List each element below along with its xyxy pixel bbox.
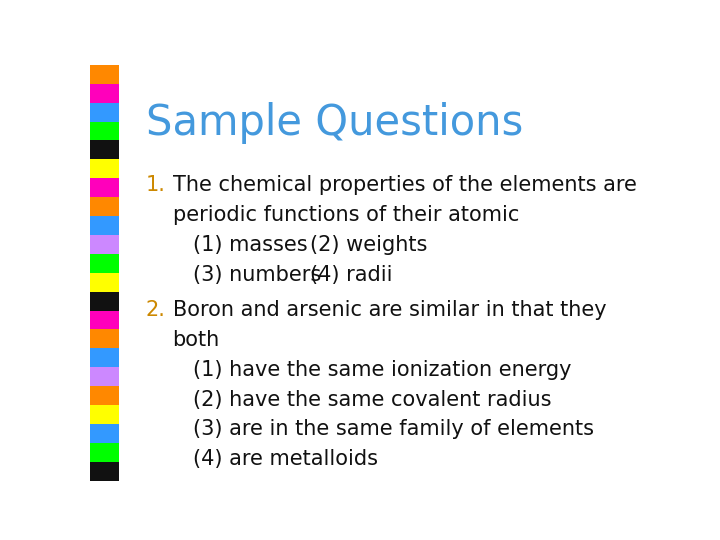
Bar [90,65,119,84]
Bar [90,329,119,348]
Text: (1) have the same ionization energy: (1) have the same ionization energy [193,360,572,380]
Text: Sample Questions: Sample Questions [145,102,523,144]
Bar [90,462,119,481]
Bar [90,443,119,462]
Bar [90,197,119,216]
Bar [90,140,119,159]
Text: (2) have the same covalent radius: (2) have the same covalent radius [193,389,552,409]
Text: Boron and arsenic are similar in that they: Boron and arsenic are similar in that th… [173,300,606,320]
Text: both: both [173,329,220,350]
Bar [90,348,119,367]
Bar [90,424,119,443]
Bar [90,367,119,386]
Bar [90,254,119,273]
Bar [90,159,119,178]
Bar [90,292,119,310]
Text: (2) weights: (2) weights [310,235,428,255]
Text: periodic functions of their atomic: periodic functions of their atomic [173,205,519,225]
Text: (4) are metalloids: (4) are metalloids [193,449,378,469]
Text: 2.: 2. [145,300,166,320]
Bar [90,216,119,235]
Bar [90,405,119,424]
Bar [90,103,119,122]
Bar [90,310,119,329]
Bar [90,178,119,197]
Bar [90,235,119,254]
Text: (1) masses: (1) masses [193,235,308,255]
Text: (4) radii: (4) radii [310,265,393,285]
Text: 1.: 1. [145,175,166,195]
Text: (3) are in the same family of elements: (3) are in the same family of elements [193,420,594,440]
Bar [90,84,119,103]
Bar [90,386,119,405]
Bar [90,273,119,292]
Text: The chemical properties of the elements are: The chemical properties of the elements … [173,175,636,195]
Bar [90,122,119,140]
Text: (3) numbers: (3) numbers [193,265,322,285]
